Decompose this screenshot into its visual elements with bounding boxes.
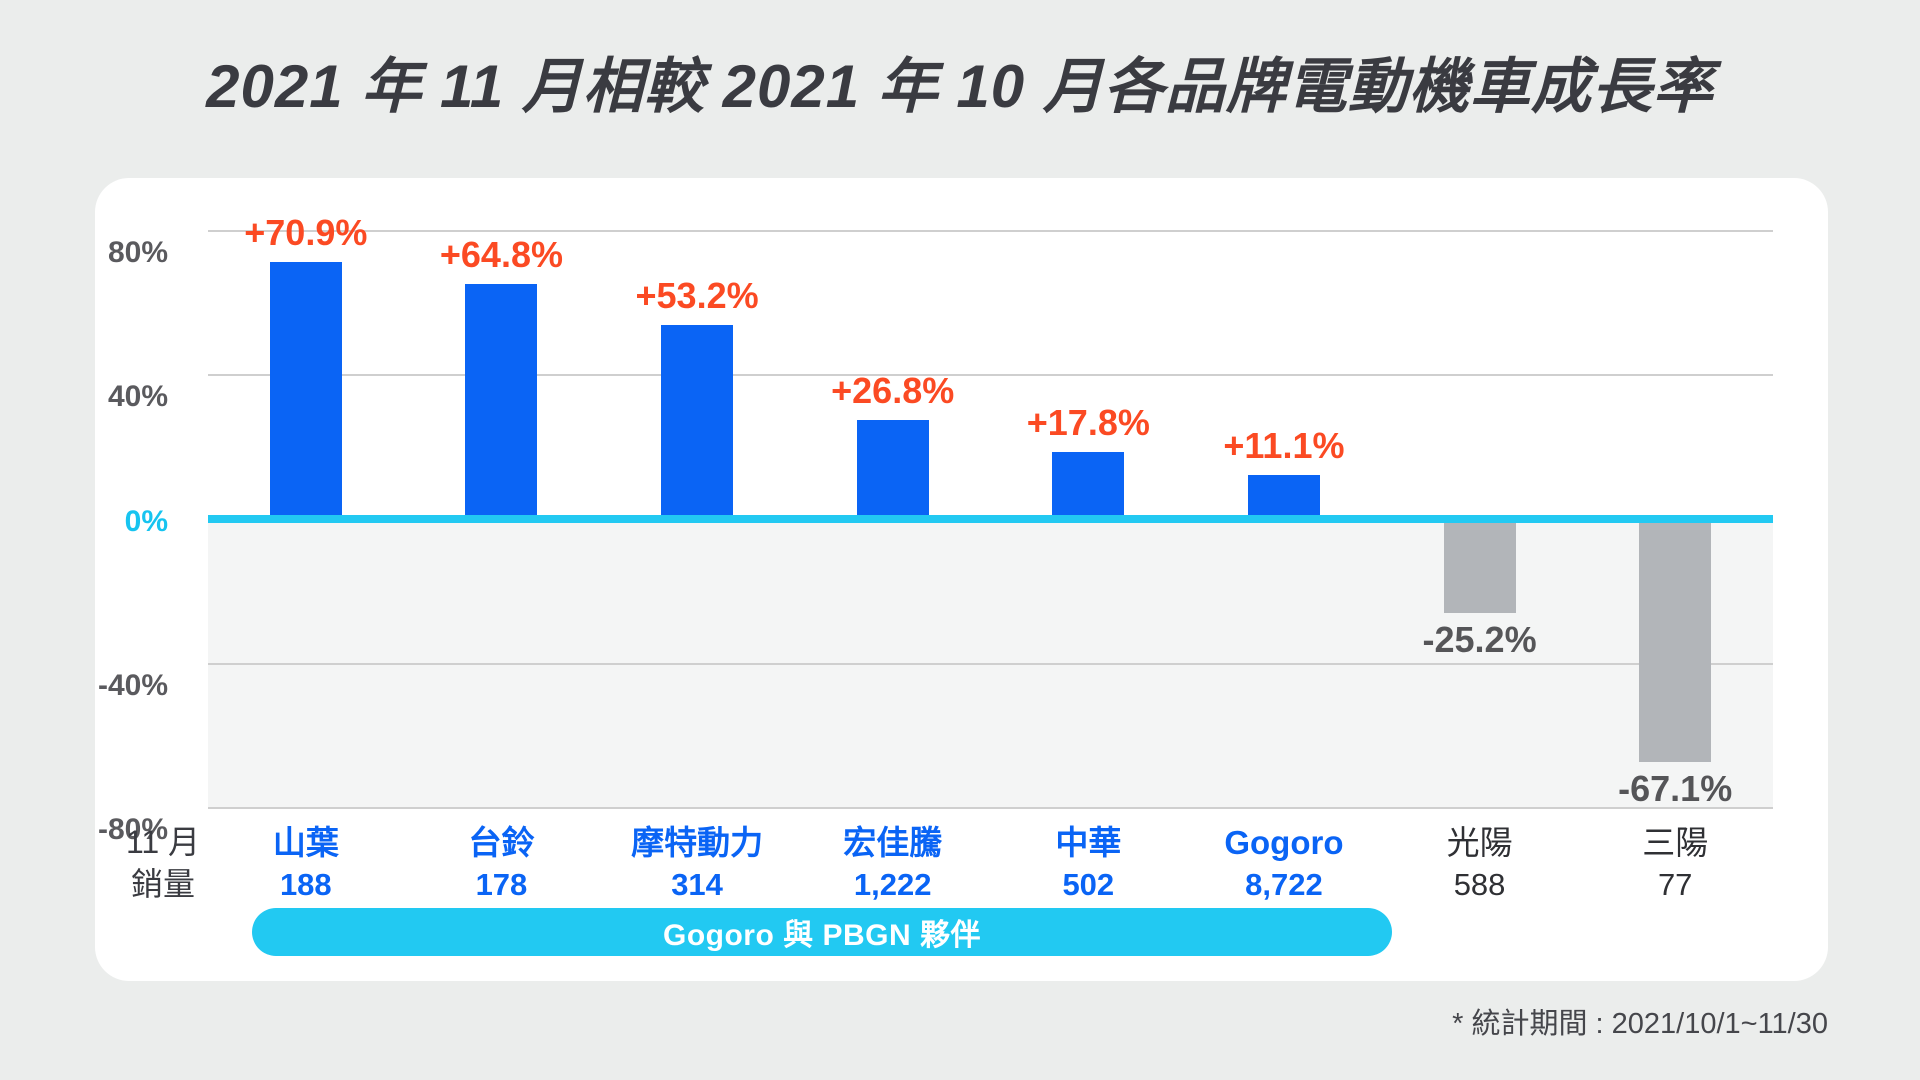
bar-value-label: -67.1%: [1618, 768, 1733, 810]
bar-value-label: +70.9%: [244, 212, 368, 254]
category-label: 宏佳騰 1,222: [795, 822, 991, 906]
bar: [856, 419, 929, 515]
bar-value-label: +64.8%: [439, 234, 563, 276]
bar-slot: +11.1%: [1186, 230, 1382, 808]
gridline-40: [208, 374, 1773, 376]
bar-series: +70.9% +64.8% +53.2% +26.8% +17.8% +11.1% -25.…: [208, 212, 1773, 810]
category-volume: 588: [1453, 866, 1506, 902]
bar: [1247, 475, 1320, 515]
category-volume: 188: [279, 866, 332, 902]
bar-slot: +53.2%: [599, 230, 795, 808]
page-title: 2021 年 11 月相較 2021 年 10 月各品牌電動機車成長率: [206, 53, 1714, 120]
gridline-neg40: [208, 663, 1773, 665]
category-name: 光陽: [1446, 824, 1513, 861]
y-tick-neg40: -40%: [97, 669, 168, 702]
bar: [269, 262, 342, 515]
category-label: 台鈴 178: [404, 822, 600, 906]
category-label: 摩特動力 314: [599, 822, 795, 906]
category-volume: 77: [1657, 866, 1693, 902]
category-name: Gogoro: [1224, 824, 1344, 861]
bar-slot: -25.2%: [1382, 230, 1578, 808]
bar: [1639, 523, 1712, 763]
gridline-neg80: [208, 807, 1773, 809]
bar-slot: +64.8%: [404, 230, 600, 808]
y-tick-40: 40%: [107, 380, 168, 413]
category-volume: 178: [475, 866, 528, 902]
category-volume: 502: [1062, 866, 1115, 902]
category-name: 摩特動力: [631, 824, 764, 861]
category-volume: 8,722: [1245, 866, 1323, 902]
bar: [465, 284, 538, 515]
category-name: 山葉: [272, 824, 339, 861]
volume-caption-line1: 11 月: [125, 824, 201, 860]
bar-value-label: +26.8%: [831, 369, 955, 411]
category-labels-row: 山葉 188 台鈴 178 摩特動力 314 宏佳騰 1,222 中華 502 Gogoro 8,72…: [208, 822, 1773, 906]
y-tick-80: 80%: [107, 236, 168, 269]
volume-caption-line2: 銷量: [130, 865, 195, 902]
zero-axis-line: [208, 515, 1773, 523]
category-label: 中華 502: [991, 822, 1187, 906]
category-label: 光陽 588: [1382, 822, 1578, 906]
category-name: 宏佳騰: [843, 824, 943, 861]
category-volume: 1,222: [853, 866, 932, 902]
bar-slot: -67.1%: [1577, 230, 1773, 810]
bar-slot: +17.8%: [991, 230, 1187, 808]
bar-value-label: +53.2%: [635, 275, 759, 317]
footnote: * 統計期間 : 2021/10/1~11/30: [1452, 1008, 1828, 1040]
volume-axis-caption: 11 月 銷量: [108, 822, 218, 905]
category-label: Gogoro 8,722: [1186, 822, 1382, 906]
y-tick-0: 0%: [124, 505, 168, 538]
bar-value-label: +17.8%: [1026, 401, 1150, 443]
category-label: 三陽 77: [1577, 822, 1773, 906]
bar-slot: +26.8%: [795, 230, 991, 808]
category-name: 中華: [1055, 824, 1122, 861]
bar: [661, 325, 734, 515]
category-name: 台鈴: [468, 824, 535, 861]
gridline-80: [208, 230, 1773, 232]
y-tick-neg80: -80%: [97, 813, 168, 846]
bar-value-label: +11.1%: [1223, 425, 1345, 467]
category-name: 三陽: [1642, 824, 1709, 861]
pbgn-group-banner: Gogoro 與 PBGN 夥伴: [252, 908, 1392, 956]
bar-slot: +70.9%: [208, 212, 404, 808]
bar-value-label: -25.2%: [1422, 618, 1537, 660]
bar: [1443, 523, 1516, 613]
category-volume: 314: [671, 866, 723, 902]
category-label: 山葉 188: [208, 822, 404, 906]
bar: [1052, 451, 1125, 515]
